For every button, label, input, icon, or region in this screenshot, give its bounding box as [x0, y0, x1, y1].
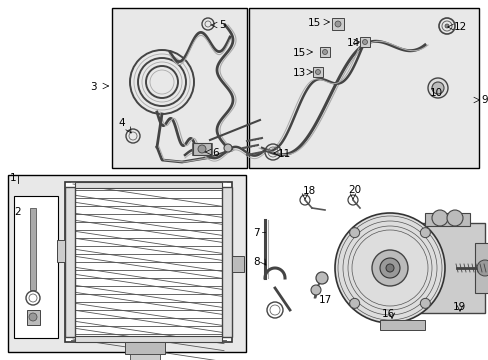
Text: 1: 1 — [10, 173, 17, 183]
Circle shape — [444, 24, 448, 28]
Bar — [222, 187, 231, 337]
Bar — [75, 182, 222, 188]
Text: 15: 15 — [307, 18, 321, 28]
Circle shape — [349, 298, 359, 309]
Bar — [379, 320, 424, 330]
Text: 12: 12 — [453, 22, 467, 32]
Bar — [75, 336, 222, 342]
Text: 6: 6 — [212, 148, 218, 158]
Circle shape — [315, 69, 320, 75]
Bar — [125, 342, 164, 354]
Text: 18: 18 — [303, 186, 316, 196]
Bar — [192, 143, 205, 155]
Text: 8: 8 — [252, 257, 259, 267]
Bar — [112, 8, 246, 168]
Circle shape — [29, 313, 37, 321]
Circle shape — [431, 210, 447, 226]
Text: 16: 16 — [381, 309, 394, 319]
Bar — [231, 256, 244, 272]
Bar — [359, 37, 369, 47]
Circle shape — [420, 228, 429, 238]
Bar — [312, 67, 323, 77]
Circle shape — [446, 210, 462, 226]
Circle shape — [315, 272, 327, 284]
Bar — [474, 243, 488, 293]
Text: 19: 19 — [452, 302, 465, 312]
Text: 17: 17 — [318, 295, 331, 305]
Text: 10: 10 — [429, 88, 442, 98]
Bar — [8, 175, 245, 352]
Bar — [419, 223, 484, 313]
Text: 9: 9 — [480, 95, 487, 105]
Circle shape — [420, 298, 429, 309]
Bar — [65, 182, 231, 342]
Text: 4: 4 — [118, 118, 124, 128]
Circle shape — [431, 82, 443, 94]
Circle shape — [322, 49, 327, 54]
Bar — [331, 18, 343, 30]
Text: 5: 5 — [219, 20, 225, 30]
Bar — [424, 213, 469, 226]
Text: 7: 7 — [252, 228, 259, 238]
Circle shape — [349, 228, 359, 238]
Bar — [27, 310, 40, 325]
Text: 2: 2 — [14, 207, 20, 217]
Bar — [30, 208, 36, 290]
Bar — [319, 47, 329, 57]
Bar — [195, 143, 208, 155]
Circle shape — [334, 213, 444, 323]
Circle shape — [310, 285, 320, 295]
Text: 14: 14 — [346, 38, 360, 48]
Circle shape — [224, 144, 231, 152]
Text: 20: 20 — [347, 185, 360, 195]
Text: 15: 15 — [292, 48, 305, 58]
Circle shape — [362, 40, 367, 45]
Bar — [57, 240, 65, 262]
Circle shape — [371, 250, 407, 286]
Bar — [14, 196, 58, 338]
Circle shape — [427, 78, 447, 98]
Bar — [248, 8, 478, 168]
Circle shape — [385, 264, 393, 272]
Circle shape — [379, 258, 399, 278]
Circle shape — [334, 21, 340, 27]
Text: 13: 13 — [292, 68, 305, 78]
Bar — [130, 354, 160, 360]
Text: 11: 11 — [278, 149, 291, 159]
Bar — [193, 143, 210, 155]
Circle shape — [476, 260, 488, 276]
Text: 3: 3 — [90, 82, 97, 92]
Bar — [198, 143, 212, 155]
Bar — [65, 187, 75, 337]
Circle shape — [198, 145, 205, 153]
